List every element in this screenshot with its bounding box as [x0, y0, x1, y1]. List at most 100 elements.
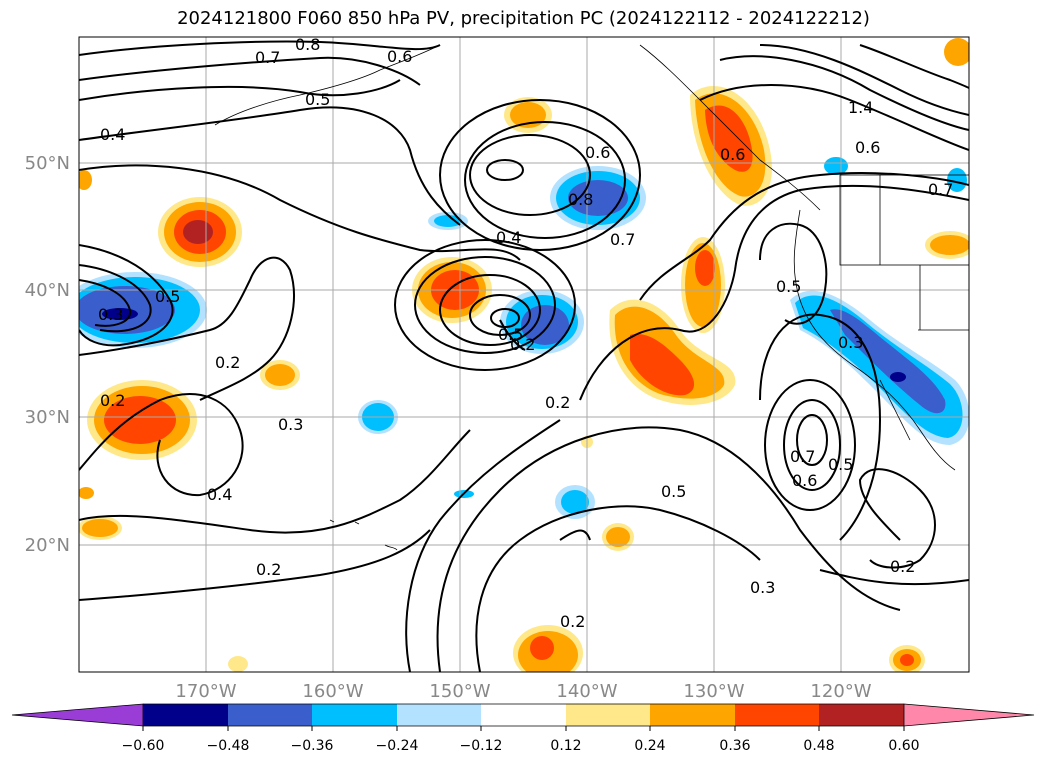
pv-contour [439, 99, 641, 251]
colorbar-tick-label: −0.24 [376, 738, 419, 754]
pv-contour [469, 134, 591, 216]
contour-label: 0.8 [295, 35, 320, 54]
pv-contour [79, 264, 152, 333]
pv-contour [469, 294, 531, 336]
contour-label: 0.3 [750, 578, 775, 597]
pv-contour [819, 569, 969, 586]
contour-label: 0.4 [100, 125, 125, 144]
contour-label: 0.7 [928, 180, 953, 199]
lon-label: 160°W [302, 681, 363, 702]
lon-label: 130°W [683, 681, 744, 702]
contour-label: 0.2 [215, 353, 240, 372]
colorbar-tick-label: 0.48 [803, 738, 834, 754]
coastlines [214, 44, 969, 551]
precip-blob [561, 490, 589, 514]
contour-label: 0.6 [387, 47, 412, 66]
pv-contour [79, 279, 132, 327]
pv-contour [464, 121, 626, 239]
precip-blob [824, 157, 848, 175]
baja-coast [879, 379, 911, 441]
contour-label: 0.5 [776, 277, 801, 296]
precip-blob [530, 636, 554, 660]
pv-contour [405, 419, 561, 672]
contour-label: 0.5 [661, 482, 686, 501]
contour-label: 1.4 [848, 98, 873, 117]
pv-contour [858, 468, 936, 569]
pv-contour [579, 184, 969, 401]
colorbar-segment [143, 704, 228, 726]
precip-shading [79, 38, 969, 672]
lat-axis-labels: 20°N 30°N 40°N 50°N [25, 153, 70, 556]
contour-label: 0.2 [256, 560, 281, 579]
pv-contour [699, 84, 969, 151]
lon-label: 170°W [175, 681, 236, 702]
contour-label: 0.2 [100, 391, 125, 410]
precip-blob [568, 180, 628, 216]
precip-blob [104, 396, 176, 444]
contour-label: 0.6 [720, 145, 745, 164]
contour-label: 0.6 [855, 138, 880, 157]
precip-blob [265, 364, 295, 386]
colorbar-segment [566, 704, 650, 726]
pv-contour [79, 393, 244, 497]
contour-label: 0.3 [838, 333, 863, 352]
pv-contour [79, 106, 461, 226]
pv-contour [79, 256, 295, 401]
colorbar-extend-low [11, 703, 144, 727]
contour-label: 0.2 [560, 612, 585, 631]
colorbar-tick-label: −0.60 [122, 738, 165, 754]
lat-label: 40°N [25, 280, 70, 301]
pv-contour [394, 239, 576, 371]
contour-label: 0.3 [278, 415, 303, 434]
colorbar-segment [819, 704, 904, 726]
colorbar-segment [735, 704, 819, 726]
lat-label: 50°N [25, 153, 70, 174]
contour-label: 0.3 [98, 305, 123, 324]
precip-blob [434, 215, 462, 227]
pv-contour [79, 429, 471, 534]
contour-label: 0.5 [498, 325, 523, 344]
colorbar-tick-label: −0.36 [291, 738, 334, 754]
precip-blob [830, 309, 946, 414]
precip-blob [82, 519, 118, 537]
colorbar-segment [650, 704, 735, 726]
pv-contour [79, 40, 441, 56]
contour-label: 0.2 [510, 335, 535, 354]
contour-label: 0.8 [568, 190, 593, 209]
hawaii-islands [329, 519, 398, 551]
pv-contours [79, 40, 969, 672]
colorbar-tick-label: 0.24 [634, 738, 665, 754]
pv-contour [759, 313, 882, 541]
pv-contour [759, 44, 969, 116]
colorbar-tick-label: 0.36 [719, 738, 750, 754]
precip-blob [630, 334, 695, 396]
precip-blob [900, 654, 914, 666]
contour-label: 0.6 [792, 471, 817, 490]
contour-label: 0.7 [790, 447, 815, 466]
plot-frame [78, 36, 970, 673]
precip-negative-areas [79, 157, 969, 519]
pv-contour [79, 529, 431, 601]
precip-blob [183, 220, 213, 244]
colorbar-tick-label: −0.12 [460, 738, 503, 754]
colorbar-tick-label: −0.48 [207, 738, 250, 754]
pv-contour [796, 414, 828, 466]
colorbar-segment [228, 704, 312, 726]
lon-label: 120°W [810, 681, 871, 702]
contour-label: 0.7 [610, 230, 635, 249]
gridlines [79, 37, 969, 672]
pv-contour [486, 159, 524, 181]
lat-label: 20°N [25, 535, 70, 556]
us-west-coast [793, 209, 956, 471]
contour-label: 0.4 [496, 228, 521, 247]
precip-blob [930, 235, 969, 255]
pv-contour [436, 426, 901, 672]
pv-contour [759, 222, 828, 325]
lon-label: 140°W [556, 681, 617, 702]
precip-blob [606, 527, 630, 547]
precip-blob [695, 250, 715, 286]
precip-blob [890, 372, 906, 382]
precip-blob [521, 305, 569, 345]
alaska-coast [214, 44, 441, 126]
